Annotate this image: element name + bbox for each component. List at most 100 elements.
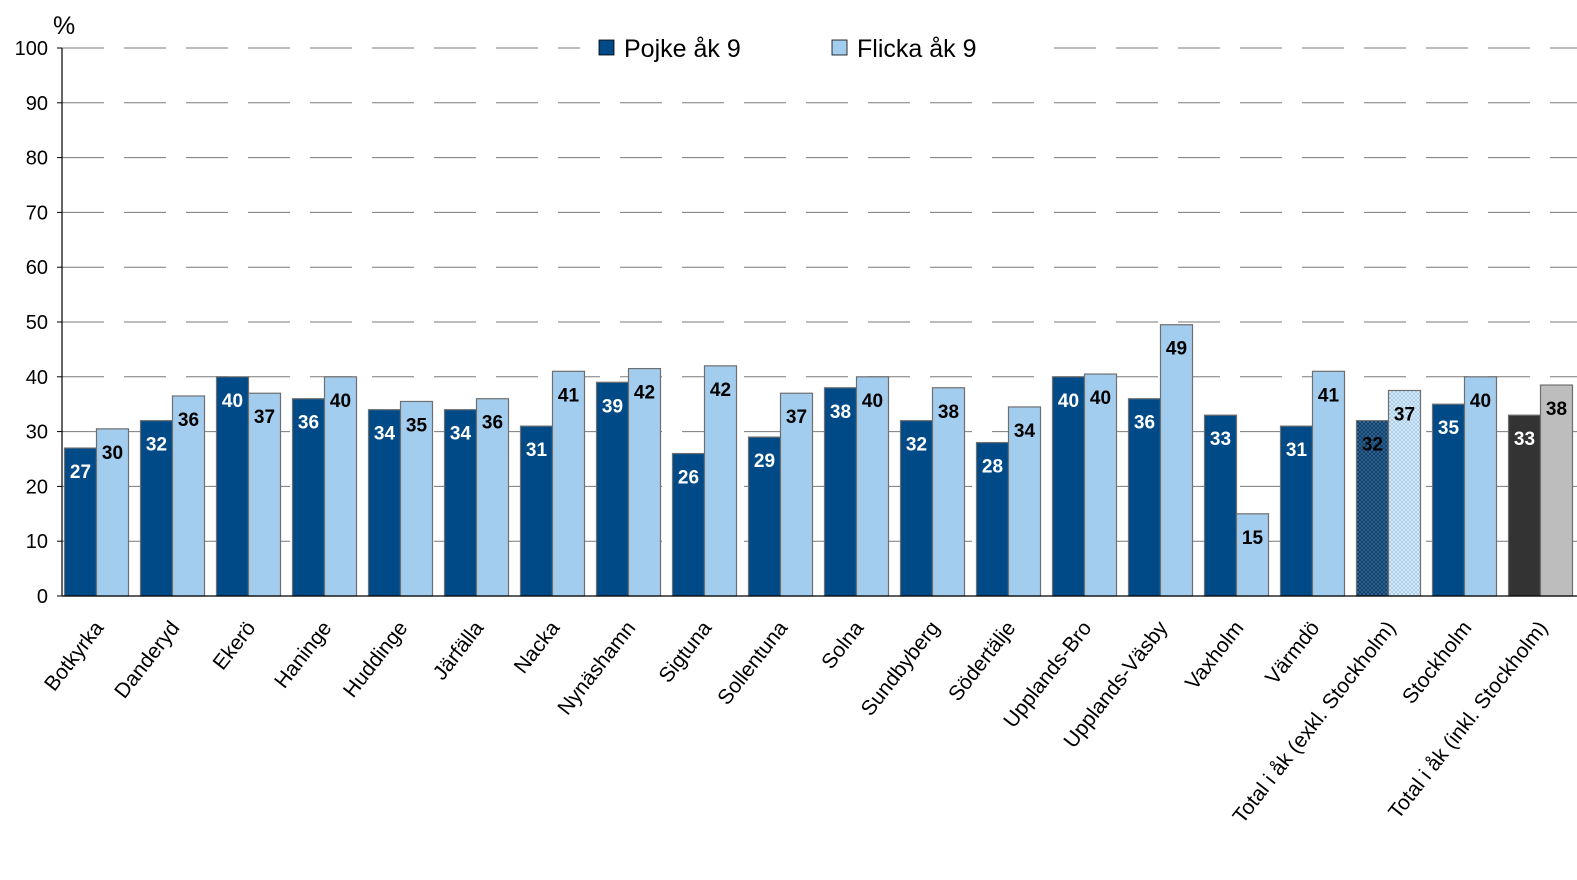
bar (1311, 370, 1346, 597)
bar (1463, 376, 1498, 597)
y-tick-label: 20 (26, 476, 48, 498)
gridlines (62, 47, 1577, 542)
legend-swatch-pojke (598, 39, 615, 56)
bar-value-label: 34 (1014, 421, 1036, 442)
category-label: Sundbyberg (857, 617, 945, 720)
bar (247, 392, 282, 597)
y-tick-label: 30 (26, 422, 48, 444)
bar-value-label: 35 (406, 415, 428, 436)
bar-value-label: 35 (1438, 418, 1460, 439)
bar (215, 376, 250, 597)
y-tick-label: 80 (26, 148, 48, 170)
y-tick-label: 70 (26, 202, 48, 224)
legend-label-flicka: Flicka åk 9 (857, 35, 976, 63)
bar-value-label: 40 (1090, 388, 1111, 409)
category-label: Total i åk (exkl. Stockholm) (1229, 617, 1401, 828)
bar (139, 420, 174, 597)
bar-value-label: 40 (862, 391, 883, 412)
bar (779, 392, 814, 597)
bar (627, 367, 662, 597)
category-label: Danderyd (110, 617, 184, 703)
bar (1355, 420, 1390, 597)
y-tick-label: 10 (26, 531, 48, 553)
bar (747, 436, 782, 597)
bar (975, 441, 1010, 597)
bar (1159, 324, 1194, 597)
category-label: Sollentuna (713, 617, 792, 710)
bar (855, 376, 890, 597)
bar-value-label: 37 (786, 407, 807, 428)
bar-value-label: 29 (754, 451, 775, 472)
bar-value-label: 34 (450, 424, 472, 445)
bar-value-label: 38 (830, 402, 851, 423)
bar (519, 425, 554, 597)
bar-labels: 27 30 32 36 40 37 36 40 34 35 34 36 31 41 39 42 26 42 29 37… (70, 339, 1567, 549)
bar-value-label: 28 (982, 457, 1003, 478)
bar-value-label: 32 (1362, 435, 1383, 456)
bar-value-label: 36 (1134, 413, 1155, 434)
bar (1431, 403, 1466, 597)
y-axis: % 0 10 20 30 40 50 60 70 80 90 100 (15, 12, 76, 608)
bar-value-label: 33 (1514, 429, 1535, 450)
legend-label-pojke: Pojke åk 9 (624, 35, 741, 63)
bar-value-label: 30 (102, 443, 123, 464)
bar (323, 376, 358, 597)
bar (595, 381, 630, 597)
bar-value-label: 40 (1058, 391, 1079, 412)
y-tick-label: 0 (37, 586, 48, 608)
bar-value-label: 36 (482, 413, 503, 434)
bar (367, 409, 402, 597)
bar (1387, 389, 1422, 597)
bar-value-label: 31 (526, 440, 548, 461)
bar-value-label: 37 (1394, 405, 1415, 426)
bar (1127, 398, 1162, 597)
bar-value-label: 39 (602, 396, 623, 417)
bar (171, 395, 206, 597)
bar-value-label: 15 (1242, 528, 1264, 549)
bar-value-label: 32 (146, 435, 167, 456)
category-label: Järfälla (429, 617, 489, 685)
bar-value-label: 38 (938, 402, 959, 423)
category-label: Värmdö (1261, 617, 1324, 689)
bar-value-label: 40 (330, 391, 351, 412)
bar-value-label: 41 (558, 385, 580, 406)
category-label: Solna (817, 617, 868, 674)
bar-value-label: 49 (1166, 339, 1187, 360)
bar (703, 365, 738, 597)
bar (95, 428, 130, 597)
y-axis-unit: % (53, 12, 75, 40)
bar (1007, 406, 1042, 597)
bar (1203, 414, 1238, 597)
bars (63, 324, 1574, 597)
category-label: Nynäshamn (553, 617, 640, 719)
bar-value-label: 42 (710, 380, 731, 401)
bar (931, 387, 966, 597)
y-tick-label: 60 (26, 257, 48, 279)
y-tick-label: 100 (15, 38, 48, 60)
bar (551, 370, 586, 597)
bar-value-label: 36 (178, 410, 199, 431)
x-axis: Botkyrka Danderyd Ekerö Haninge Huddinge Järf… (40, 595, 1577, 828)
bar-value-label: 27 (70, 462, 91, 483)
category-label: Ekerö (209, 617, 261, 674)
category-label: Vaxholm (1181, 617, 1248, 694)
bar (1051, 376, 1086, 597)
category-label: Nacka (510, 617, 565, 678)
bar-value-label: 41 (1318, 385, 1340, 406)
category-label: Total i åk (inkl. Stockholm) (1384, 617, 1552, 823)
bar (399, 400, 434, 597)
y-tick-label: 90 (26, 93, 48, 115)
bar-value-label: 31 (1286, 440, 1308, 461)
bar-value-label: 34 (374, 424, 396, 445)
bar (1083, 373, 1118, 597)
legend-background (580, 28, 1040, 70)
category-label: Huddinge (339, 617, 412, 702)
y-tick-label: 40 (26, 367, 48, 389)
bar-value-label: 33 (1210, 429, 1231, 450)
bar-value-label: 40 (1470, 391, 1491, 412)
bar (475, 398, 510, 597)
legend: Pojke åk 9 Flicka åk 9 (580, 28, 1040, 70)
bar-value-label: 42 (634, 383, 655, 404)
bar (899, 420, 934, 597)
